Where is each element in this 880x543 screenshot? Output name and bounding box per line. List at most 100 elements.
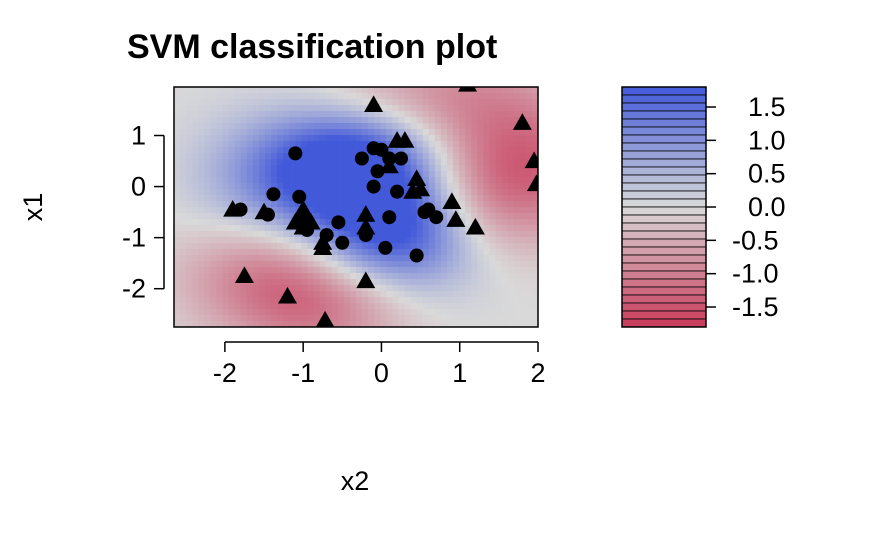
decision-surface-cell (440, 189, 448, 196)
decision-surface-cell (337, 279, 345, 286)
decision-surface-cell (416, 315, 424, 322)
decision-surface-cell (428, 249, 436, 256)
decision-surface-cell (265, 141, 272, 148)
triangle-point (313, 238, 333, 255)
decision-surface-cell (404, 93, 412, 100)
decision-surface-cell (410, 99, 418, 106)
decision-surface-cell (477, 129, 484, 136)
decision-surface-cell (180, 249, 187, 256)
decision-surface-cell (283, 207, 290, 214)
decision-surface-cell (210, 129, 218, 136)
decision-surface-cell (313, 141, 321, 148)
decision-surface-cell (440, 177, 448, 184)
decision-surface-cell (483, 315, 491, 322)
decision-surface-cell (246, 123, 254, 130)
decision-surface-cell (252, 177, 260, 184)
decision-surface-cell (204, 243, 211, 250)
decision-surface-cell (501, 165, 509, 172)
decision-surface-cell (192, 171, 199, 178)
decision-surface-cell (240, 303, 248, 310)
x-axis-label: x2 (341, 466, 370, 496)
x-tick-label: 1 (452, 358, 467, 388)
decision-surface-cell (392, 267, 400, 274)
decision-surface-cell (404, 147, 412, 154)
decision-surface-cell (356, 315, 363, 322)
decision-surface-cell (301, 153, 309, 160)
decision-surface-cell (186, 297, 193, 304)
decision-surface-cell (325, 99, 333, 106)
decision-surface-cell (416, 303, 424, 310)
decision-surface-cell (295, 117, 302, 124)
decision-surface-cell (513, 183, 521, 190)
decision-surface-cell (283, 273, 290, 280)
circle-point (260, 207, 275, 222)
decision-surface-cell (380, 273, 387, 280)
decision-surface-cell (216, 213, 224, 220)
decision-surface-cell (301, 291, 309, 298)
decision-surface-cell (174, 249, 181, 256)
decision-surface-cell (428, 135, 436, 142)
decision-surface-cell (495, 231, 503, 238)
decision-surface-cell (234, 93, 242, 100)
decision-surface-cell (410, 237, 418, 244)
decision-surface-cell (258, 195, 266, 202)
decision-surface-cell (428, 291, 436, 298)
decision-surface-cell (240, 165, 248, 172)
decision-surface-cell (386, 189, 393, 196)
chart-title-group: SVM classification plot (127, 28, 497, 66)
decision-surface-cell (374, 261, 381, 268)
decision-surface-cell (453, 303, 460, 310)
decision-surface-cell (313, 147, 321, 154)
decision-surface-cell (325, 141, 333, 148)
decision-surface-cell (428, 165, 436, 172)
decision-surface-cell (331, 309, 339, 316)
decision-surface-cell (319, 99, 327, 106)
decision-surface-cell (380, 117, 387, 124)
decision-surface-cell (362, 177, 369, 184)
decision-surface-cell (465, 249, 472, 256)
decision-surface-cell (416, 309, 424, 316)
decision-surface-cell (180, 213, 187, 220)
decision-surface-cell (252, 111, 260, 118)
decision-surface-cell (459, 165, 466, 172)
triangle-point (278, 286, 298, 304)
decision-surface-cell (295, 309, 302, 316)
decision-surface-cell (513, 207, 521, 214)
decision-surface-cell (180, 291, 187, 298)
decision-surface-cell (319, 273, 327, 280)
decision-surface-cell (331, 279, 339, 286)
decision-surface-cell (501, 243, 509, 250)
decision-surface-cell (349, 93, 357, 100)
decision-surface-cell (422, 111, 430, 118)
decision-surface-cell (222, 273, 230, 280)
legend-color-band (621, 110, 707, 120)
decision-surface-cell (434, 93, 442, 100)
decision-surface-cell (453, 297, 460, 304)
decision-surface-cell (295, 105, 302, 112)
decision-surface-cell (356, 93, 363, 100)
decision-surface-cell (313, 201, 321, 208)
decision-surface-cell (422, 159, 430, 166)
decision-surface-cell (246, 111, 254, 118)
decision-surface-cell (240, 171, 248, 178)
decision-surface-cell (410, 147, 418, 154)
decision-surface-cell (216, 291, 224, 298)
decision-surface-cell (331, 243, 339, 250)
decision-surface-cell (210, 285, 218, 292)
decision-surface-cell (204, 123, 211, 130)
decision-surface-cell (513, 291, 521, 298)
y-axis: -2-101 (122, 121, 165, 304)
decision-surface-cell (428, 285, 436, 292)
decision-surface-cell (459, 321, 466, 327)
decision-surface-cell (362, 105, 369, 112)
decision-surface-cell (434, 249, 442, 256)
decision-surface-cell (434, 297, 442, 304)
decision-surface-cell (210, 123, 218, 130)
decision-surface-cell (374, 249, 381, 256)
decision-surface-cell (428, 99, 436, 106)
decision-surface-cell (495, 183, 503, 190)
decision-surface-cell (174, 309, 181, 316)
decision-surface-cell (186, 273, 193, 280)
decision-surface-cell (495, 105, 503, 112)
decision-surface-cell (440, 165, 448, 172)
